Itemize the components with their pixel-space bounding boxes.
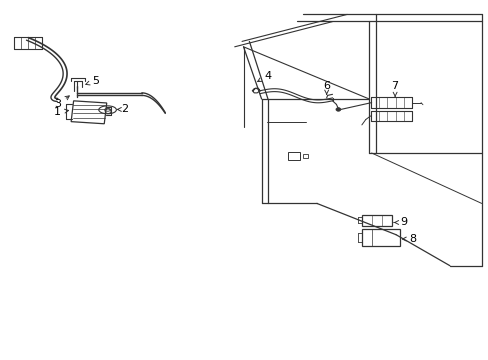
Bar xyxy=(287,152,300,160)
Text: 2: 2 xyxy=(117,104,128,114)
Bar xyxy=(361,215,391,226)
Text: 5: 5 xyxy=(85,76,99,86)
Circle shape xyxy=(335,108,340,111)
Bar xyxy=(302,154,307,158)
Text: 4: 4 xyxy=(257,71,271,82)
Text: 7: 7 xyxy=(391,81,398,97)
Text: 1: 1 xyxy=(54,107,68,117)
Bar xyxy=(71,101,106,124)
Text: 3: 3 xyxy=(54,96,69,109)
Text: 6: 6 xyxy=(323,81,329,94)
Bar xyxy=(361,229,399,246)
Text: 9: 9 xyxy=(393,217,406,228)
Text: 8: 8 xyxy=(402,234,416,244)
